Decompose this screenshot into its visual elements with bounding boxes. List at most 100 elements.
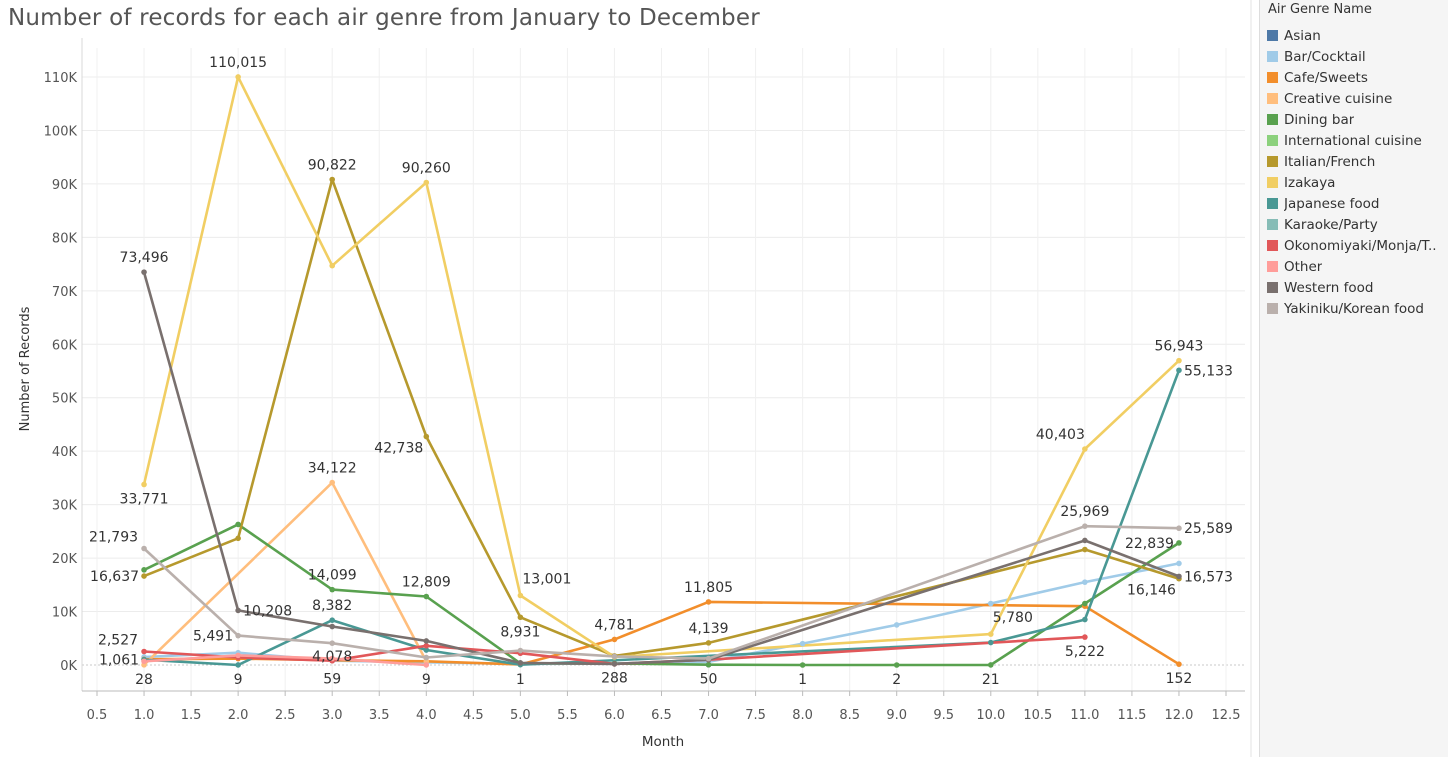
data-point-italian-french bbox=[235, 535, 241, 542]
legend-label: Karaoke/Party bbox=[1284, 216, 1378, 233]
gridlines bbox=[82, 48, 1245, 691]
data-label: 8,931 bbox=[500, 624, 540, 640]
data-point-western-food bbox=[141, 269, 147, 275]
data-point-other bbox=[235, 652, 241, 659]
data-point-cafe-sweets bbox=[1176, 661, 1182, 667]
data-point-yakiniku-korean-food bbox=[1082, 523, 1088, 529]
data-point-japanese-food bbox=[329, 617, 336, 623]
data-label: 9 bbox=[422, 672, 431, 688]
series-lines bbox=[142, 75, 1181, 667]
legend-item-karaoke-party[interactable]: Karaoke/Party bbox=[1260, 214, 1448, 235]
x-tick-label: 3.0 bbox=[322, 708, 343, 723]
legend-title: Air Genre Name bbox=[1268, 2, 1372, 17]
y-tick-label: 40K bbox=[52, 445, 78, 460]
legend-label: Dining bar bbox=[1284, 111, 1355, 128]
legend-swatch bbox=[1267, 240, 1278, 251]
legend-item-bar-cocktail[interactable]: Bar/Cocktail bbox=[1260, 46, 1448, 67]
legend-items: Asian Bar/Cocktail Cafe/Sweets Creative cui… bbox=[1260, 25, 1448, 319]
legend-label: International cuisine bbox=[1284, 132, 1422, 149]
legend-item-izakaya[interactable]: Izakaya bbox=[1260, 172, 1448, 193]
data-point-yakiniku-korean-food bbox=[235, 632, 241, 639]
data-label: 1 bbox=[516, 672, 525, 688]
legend-swatch bbox=[1267, 51, 1278, 62]
x-tick-label: 10.0 bbox=[976, 708, 1005, 723]
legend-swatch bbox=[1267, 198, 1278, 209]
data-point-italian-french bbox=[705, 640, 712, 646]
data-point-dining-bar bbox=[893, 662, 900, 668]
data-point-italian-french bbox=[1082, 546, 1088, 553]
data-point-western-food bbox=[517, 660, 524, 666]
data-point-yakiniku-korean-food bbox=[329, 640, 336, 647]
data-point-dining-bar bbox=[1176, 540, 1182, 546]
legend-item-okonomiyaki-monja-t[interactable]: Okonomiyaki/Monja/T.. bbox=[1260, 235, 1448, 256]
legend-item-other[interactable]: Other bbox=[1260, 256, 1448, 277]
x-tick-label: 7.0 bbox=[698, 708, 719, 723]
legend-swatch bbox=[1267, 303, 1278, 314]
chart-title: Number of records for each air genre fro… bbox=[8, 5, 760, 31]
legend-item-cafe-sweets[interactable]: Cafe/Sweets bbox=[1260, 67, 1448, 88]
legend-item-asian[interactable]: Asian bbox=[1260, 25, 1448, 46]
data-point-yakiniku-korean-food bbox=[517, 647, 524, 654]
legend-item-international-cuisine[interactable]: International cuisine bbox=[1260, 130, 1448, 151]
x-tick-label: 9.0 bbox=[886, 708, 907, 723]
data-point-creative-cuisine bbox=[329, 479, 336, 486]
data-point-other bbox=[329, 655, 336, 662]
legend-item-japanese-food[interactable]: Japanese food bbox=[1260, 193, 1448, 214]
data-point-dining-bar bbox=[799, 662, 806, 668]
data-label: 25,969 bbox=[1060, 504, 1109, 520]
data-point-izakaya bbox=[329, 262, 336, 269]
data-point-italian-french bbox=[329, 176, 336, 183]
x-tick-label: 5.5 bbox=[557, 708, 578, 723]
legend-item-dining-bar[interactable]: Dining bar bbox=[1260, 109, 1448, 130]
data-point-okonomiyaki-monja-t bbox=[141, 648, 147, 655]
x-tick-label: 11.5 bbox=[1117, 708, 1146, 723]
data-point-bar-cocktail bbox=[1176, 560, 1182, 567]
data-point-italian-french bbox=[423, 433, 430, 440]
legend-swatch bbox=[1267, 135, 1278, 146]
data-point-izakaya bbox=[1176, 357, 1182, 364]
data-point-western-food bbox=[235, 607, 241, 614]
data-point-yakiniku-korean-food bbox=[423, 654, 430, 661]
data-point-izakaya bbox=[1082, 446, 1088, 452]
data-label: 2 bbox=[892, 672, 901, 688]
data-point-izakaya bbox=[517, 592, 524, 599]
legend-label: Okonomiyaki/Monja/T.. bbox=[1284, 237, 1437, 254]
x-tick-label: 6.0 bbox=[604, 708, 625, 723]
data-point-dining-bar bbox=[329, 586, 336, 593]
data-label: 90,260 bbox=[402, 161, 451, 177]
legend-swatch bbox=[1267, 72, 1278, 83]
y-tick-label: 30K bbox=[52, 499, 78, 514]
legend-swatch bbox=[1267, 177, 1278, 188]
data-point-western-food bbox=[423, 638, 430, 644]
legend-swatch bbox=[1267, 114, 1278, 125]
data-point-cafe-sweets bbox=[611, 636, 618, 643]
x-tick-label: 12.5 bbox=[1212, 708, 1241, 723]
data-label: 13,001 bbox=[522, 572, 571, 588]
data-label: 1,061 bbox=[99, 652, 139, 668]
y-tick-label: 70K bbox=[52, 285, 78, 300]
legend-item-creative-cuisine[interactable]: Creative cuisine bbox=[1260, 88, 1448, 109]
data-point-italian-french bbox=[517, 614, 524, 621]
legend-item-yakiniku-korean-food[interactable]: Yakiniku/Korean food bbox=[1260, 298, 1448, 319]
data-label: 11,805 bbox=[684, 580, 733, 596]
data-label: 2,527 bbox=[98, 632, 138, 648]
data-point-okonomiyaki-monja-t bbox=[1082, 634, 1088, 640]
x-tick-label: 5.0 bbox=[510, 708, 531, 723]
data-label: 8,382 bbox=[312, 598, 352, 614]
y-tick-label: 60K bbox=[52, 338, 78, 353]
x-tick-label: 0.5 bbox=[87, 708, 108, 723]
legend-item-italian-french[interactable]: Italian/French bbox=[1260, 151, 1448, 172]
data-point-izakaya bbox=[235, 74, 241, 80]
y-tick-label: 20K bbox=[52, 552, 78, 567]
data-point-western-food bbox=[1176, 573, 1182, 580]
x-tick-label: 8.0 bbox=[792, 708, 813, 723]
legend-label: Italian/French bbox=[1284, 153, 1376, 170]
legend-swatch bbox=[1267, 282, 1278, 293]
x-tick-label: 6.5 bbox=[651, 708, 672, 723]
data-label: 21 bbox=[982, 672, 1000, 688]
axes: 0K 10K 20K 30K 40K 50K 60K 70K 80K 90K 100K 110K 0.5… bbox=[44, 0, 1252, 757]
legend-item-western-food[interactable]: Western food bbox=[1260, 277, 1448, 298]
data-label: 33,771 bbox=[120, 491, 169, 507]
data-point-izakaya bbox=[987, 631, 994, 637]
data-point-dining-bar bbox=[987, 662, 994, 668]
